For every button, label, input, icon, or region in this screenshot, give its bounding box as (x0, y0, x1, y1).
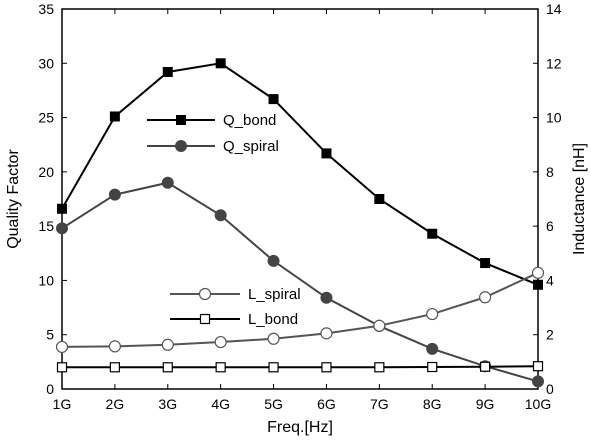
series-line-l-bond (62, 365, 539, 369)
y-left-tick-label: 35 (38, 1, 54, 17)
data-point-q-spiral (267, 254, 280, 267)
x-tick-label: 4G (211, 396, 230, 412)
data-point-l-bond (480, 361, 491, 372)
data-point-q-spiral (161, 176, 174, 189)
legend-item-l-spiral: L_spiral (170, 286, 301, 303)
data-point-q-bond (427, 228, 438, 239)
legend-label: Q_spiral (223, 138, 279, 155)
series-l-bond (56, 361, 544, 373)
y-right-tick-label: 2 (546, 327, 554, 343)
data-point-l-spiral (479, 291, 492, 304)
data-point-q-bond (162, 66, 173, 77)
x-tick-label: 7G (370, 396, 389, 412)
series-q-bond (57, 58, 543, 290)
data-point-q-spiral (56, 222, 68, 235)
y-axis-left-label: Quality Factor (5, 149, 22, 249)
series-layer (55, 58, 545, 388)
data-point-l-spiral (373, 319, 386, 332)
legend-marker (176, 115, 186, 125)
data-point-l-spiral (161, 338, 174, 351)
series-line-q-bond (61, 62, 539, 286)
data-point-q-bond (321, 148, 332, 159)
x-axis-label: Freq.[Hz] (267, 419, 333, 436)
data-point-q-bond (533, 279, 543, 290)
axis-ticks: 1G 2G 3G 4G 5G 6G 7G 8G 9G 10G0510152025303502468… (38, 1, 561, 412)
y-left-tick-label: 30 (38, 55, 54, 71)
legend-marker (198, 287, 212, 301)
y-left-tick-label: 5 (46, 327, 54, 343)
data-point-l-bond (321, 362, 332, 373)
data-point-l-spiral (320, 327, 333, 340)
data-point-l-bond (268, 362, 279, 373)
data-point-q-bond (57, 203, 67, 214)
data-point-l-bond (374, 362, 385, 373)
data-point-l-bond (109, 362, 120, 373)
legend-label: Q_bond (223, 112, 276, 129)
x-tick-label: 9G (476, 396, 495, 412)
legend-item-q-spiral: Q_spiral (147, 138, 279, 155)
y-right-tick-label: 10 (546, 110, 562, 126)
data-point-l-spiral (267, 332, 280, 345)
legend-label: L_bond (248, 311, 298, 328)
y-right-tick-label: 8 (546, 164, 554, 180)
x-tick-label: 3G (158, 396, 177, 412)
data-point-l-bond (56, 362, 68, 373)
legend-marker (199, 313, 211, 325)
legend-item-l-bond: L_bond (170, 311, 298, 328)
data-point-l-spiral (108, 340, 121, 353)
data-point-l-bond (427, 361, 438, 373)
data-point-q-bond (109, 111, 120, 122)
data-point-l-spiral (55, 340, 69, 354)
data-point-l-bond (215, 362, 226, 373)
data-point-q-spiral (426, 342, 439, 355)
data-point-l-bond (162, 362, 173, 373)
legend: Q_bond Q_spiral L_spiral L_bond (147, 112, 301, 328)
plot-frame (61, 8, 539, 390)
data-point-q-spiral (108, 188, 121, 201)
y-left-tick-label: 0 (46, 381, 54, 397)
y-left-tick-label: 15 (38, 218, 54, 234)
data-point-q-spiral (320, 291, 333, 304)
data-point-l-bond (532, 361, 544, 372)
y-right-tick-label: 14 (546, 1, 562, 17)
x-tick-label: 1G (53, 396, 72, 412)
y-left-tick-label: 25 (38, 110, 54, 126)
data-point-l-spiral (426, 307, 439, 321)
data-point-l-spiral (214, 335, 227, 349)
y-right-tick-label: 4 (546, 272, 554, 288)
y-left-tick-label: 20 (38, 164, 54, 180)
y-axis-right-label: Inductance [nH] (571, 143, 588, 255)
x-tick-label: 5G (264, 396, 283, 412)
series-line-l-spiral (61, 271, 539, 348)
y-left-tick-label: 10 (38, 272, 54, 288)
x-tick-label: 2G (106, 396, 125, 412)
x-tick-label: 6G (317, 396, 336, 412)
data-point-q-spiral (214, 209, 227, 222)
series-l-spiral (55, 266, 545, 354)
data-point-q-bond (374, 194, 385, 204)
legend-marker (175, 140, 187, 152)
y-right-tick-label: 12 (546, 55, 562, 71)
series-q-spiral (56, 176, 544, 388)
data-point-q-spiral (532, 375, 544, 388)
data-point-q-bond (215, 58, 226, 69)
legend-label: L_spiral (248, 286, 301, 303)
x-tick-label: 10G (525, 396, 551, 412)
data-point-q-bond (480, 258, 491, 269)
series-line-q-spiral (61, 181, 539, 383)
y-right-tick-label: 0 (546, 381, 554, 397)
legend-item-q-bond: Q_bond (147, 112, 276, 129)
data-point-q-bond (268, 94, 279, 105)
y-right-tick-label: 6 (546, 218, 554, 234)
x-tick-label: 8G (423, 396, 442, 412)
data-point-l-spiral (531, 266, 545, 279)
